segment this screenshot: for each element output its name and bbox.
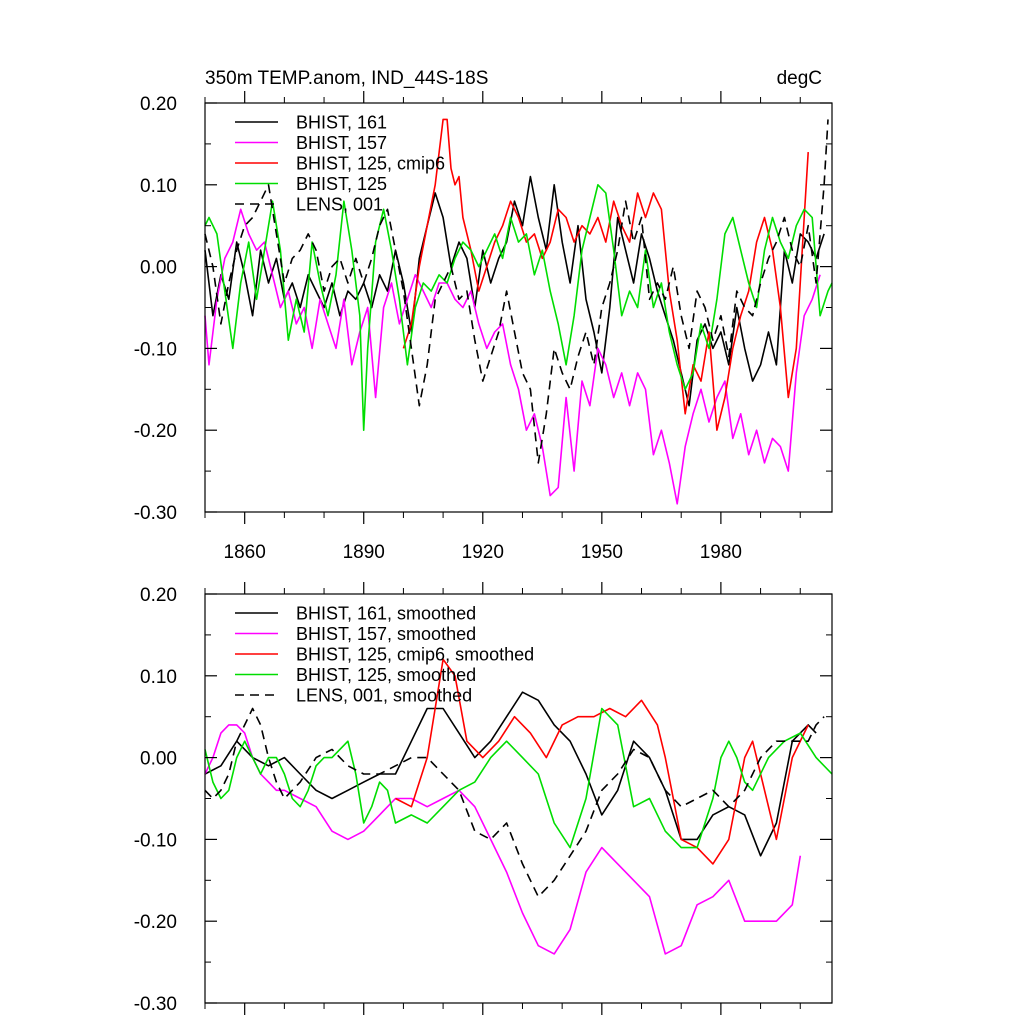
smoothed-panel: 0.20 0.10 0.00 -0.10 -0.20 -0.30 BHIST, 161, s… bbox=[134, 582, 833, 1015]
series-line-bhist-157 bbox=[204, 208, 821, 505]
series-line-bhist-125-cmip6-smoothed bbox=[395, 658, 809, 865]
legend-label: BHIST, 157, smoothed bbox=[296, 624, 476, 644]
y-tick-label: 0.10 bbox=[140, 667, 177, 688]
x-tick-label: 1980 bbox=[700, 542, 742, 563]
y-tick-label: 0.00 bbox=[140, 749, 177, 770]
series-line-bhist-125 bbox=[204, 184, 833, 431]
legend-label: BHIST, 125, cmip6, smoothed bbox=[296, 645, 534, 665]
x-tick-label: 1920 bbox=[462, 542, 504, 563]
series-line-bhist-157-smoothed bbox=[204, 724, 802, 955]
chart-title: 350m TEMP.anom, IND_44S-18S bbox=[205, 68, 488, 89]
y-tick-label: -0.20 bbox=[134, 421, 177, 442]
series-line-bhist-161-smoothed bbox=[204, 691, 817, 857]
x-tick-label: 1950 bbox=[581, 542, 623, 563]
y-tick-label: 0.20 bbox=[140, 585, 177, 606]
y-tick-label: -0.30 bbox=[134, 994, 177, 1015]
legend-label: BHIST, 125 bbox=[296, 174, 387, 194]
y-tick-label: 0.00 bbox=[140, 258, 177, 279]
series-line-lens-001-smoothed bbox=[204, 707, 825, 898]
legend-label: BHIST, 125, smoothed bbox=[296, 665, 476, 685]
series-line-lens-001 bbox=[204, 119, 829, 464]
series-line-bhist-125-smoothed bbox=[204, 707, 833, 849]
legend-label: BHIST, 161, smoothed bbox=[296, 604, 476, 624]
legend-label: BHIST, 125, cmip6 bbox=[296, 154, 445, 174]
legend-label: LENS, 001, smoothed bbox=[296, 686, 472, 706]
y-tick-label: 0.20 bbox=[140, 94, 177, 115]
annual-panel: 0.20 0.10 0.00 -0.10 -0.20 -0.30 1860 1890 1920 1… bbox=[134, 91, 833, 563]
legend-label: BHIST, 161 bbox=[296, 113, 387, 133]
series-line-bhist-161 bbox=[204, 175, 825, 407]
legend-label: LENS, 001 bbox=[296, 195, 383, 215]
y-tick-label: -0.20 bbox=[134, 912, 177, 933]
legend-label: BHIST, 157 bbox=[296, 133, 387, 153]
series-line-bhist-125-cmip6 bbox=[402, 118, 809, 431]
y-tick-label: 0.10 bbox=[140, 176, 177, 197]
x-tick-label: 1890 bbox=[343, 542, 385, 563]
x-tick-label: 1860 bbox=[224, 542, 266, 563]
units-label: degC bbox=[777, 68, 822, 89]
y-tick-label: -0.30 bbox=[134, 503, 177, 524]
y-tick-label: -0.10 bbox=[134, 830, 177, 851]
y-tick-label: -0.10 bbox=[134, 339, 177, 360]
